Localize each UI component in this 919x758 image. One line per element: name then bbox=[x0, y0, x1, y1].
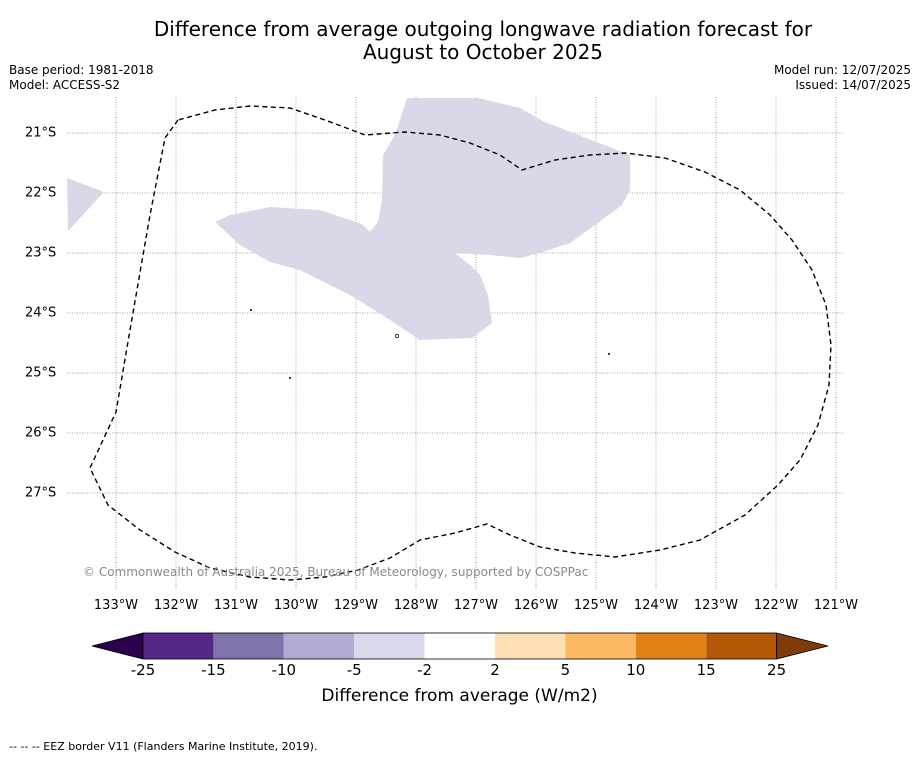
colorbar-segment bbox=[706, 633, 777, 659]
longitude-label: 128°W bbox=[393, 598, 439, 613]
colorbar-tick-label: -5 bbox=[346, 661, 362, 679]
issued-date: Issued: 14/07/2025 bbox=[795, 78, 911, 92]
longitude-label: 133°W bbox=[93, 598, 139, 613]
colorbar bbox=[91, 632, 829, 660]
title-line-1: Difference from average outgoing longwav… bbox=[153, 17, 813, 41]
latitude-label: 27°S bbox=[25, 485, 57, 501]
longitude-label: 131°W bbox=[213, 598, 259, 613]
colorbar-segment bbox=[143, 633, 214, 659]
anomaly-region-main bbox=[215, 98, 630, 340]
eez-border bbox=[89, 105, 832, 581]
latitude-label: 22°S bbox=[25, 185, 57, 201]
colorbar-tick-label: 2 bbox=[490, 661, 500, 679]
colorbar-segment bbox=[424, 633, 495, 659]
colorbar-tick-label: 15 bbox=[696, 661, 716, 679]
colorbar-segment bbox=[283, 633, 355, 659]
title-line-2: August to October 2025 bbox=[362, 40, 604, 64]
colorbar-frame bbox=[142, 632, 777, 660]
metadata-left: Base period: 1981-2018 Model: ACCESS-S2 bbox=[9, 63, 154, 93]
island-speck bbox=[395, 334, 399, 338]
longitude-label: 124°W bbox=[633, 598, 679, 613]
colorbar-extend-high bbox=[776, 632, 829, 660]
map-title: Difference from average outgoing longwav… bbox=[0, 18, 919, 64]
anomaly-regions bbox=[67, 98, 630, 340]
eez-footnote: -- -- -- EEZ border V11 (Flanders Marine… bbox=[9, 740, 318, 753]
longitude-label: 127°W bbox=[453, 598, 499, 613]
colorbar-extend-low bbox=[91, 632, 144, 660]
longitude-label: 129°W bbox=[333, 598, 379, 613]
colorbar-segment bbox=[495, 633, 566, 659]
longitude-label: 122°W bbox=[753, 598, 799, 613]
metadata-right: Model run: 12/07/2025 Issued: 14/07/2025 bbox=[774, 63, 911, 93]
colorbar-segment bbox=[635, 633, 707, 659]
colorbar-tick-label: 10 bbox=[626, 661, 646, 679]
longitude-label: 123°W bbox=[693, 598, 739, 613]
islands bbox=[250, 309, 610, 379]
latitude-label: 21°S bbox=[25, 125, 57, 141]
longitude-label: 132°W bbox=[153, 598, 199, 613]
colorbar-tick-label: -25 bbox=[130, 661, 156, 679]
longitude-label: 130°W bbox=[273, 598, 319, 613]
island-speck bbox=[250, 309, 252, 311]
longitude-label: 126°W bbox=[513, 598, 559, 613]
colorbar-tick-label: -10 bbox=[271, 661, 297, 679]
colorbar-segment bbox=[213, 633, 284, 659]
colorbar-tick-label: -2 bbox=[417, 661, 433, 679]
island-speck bbox=[608, 353, 610, 355]
latitude-label: 26°S bbox=[25, 425, 57, 441]
colorbar-tick-label: 25 bbox=[767, 661, 787, 679]
colorbar-segment bbox=[565, 633, 636, 659]
latitude-label: 25°S bbox=[25, 365, 57, 381]
model-name: Model: ACCESS-S2 bbox=[9, 78, 121, 92]
model-run: Model run: 12/07/2025 bbox=[773, 63, 911, 77]
longitude-label: 121°W bbox=[813, 598, 859, 613]
longitude-label: 125°W bbox=[573, 598, 619, 613]
base-period: Base period: 1981-2018 bbox=[9, 63, 154, 77]
copyright-credit: © Commonwealth of Australia 2025, Bureau… bbox=[83, 565, 589, 579]
colorbar-tick-label: 5 bbox=[560, 661, 571, 679]
latitude-label: 24°S bbox=[25, 305, 57, 321]
island-speck bbox=[289, 377, 291, 379]
anomaly-region-west bbox=[67, 178, 104, 231]
colorbar-tick-label: -15 bbox=[201, 661, 226, 679]
latitude-label: 23°S bbox=[25, 245, 57, 261]
colorbar-label: Difference from average (W/m2) bbox=[321, 686, 598, 706]
colorbar-segment bbox=[354, 633, 425, 659]
